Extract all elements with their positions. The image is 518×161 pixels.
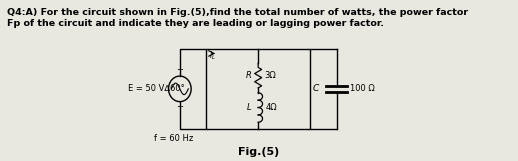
Text: −: − [176, 103, 183, 112]
Text: +: + [177, 65, 183, 74]
Text: L: L [247, 103, 251, 112]
Text: f = 60 Hz: f = 60 Hz [154, 134, 193, 143]
Bar [206, 49, 310, 129]
Text: 100 Ω: 100 Ω [350, 84, 375, 93]
Text: 3Ω: 3Ω [264, 71, 276, 80]
Text: Fp of the circuit and indicate they are leading or lagging power factor.: Fp of the circuit and indicate they are … [7, 19, 384, 28]
Text: R: R [246, 71, 252, 80]
Text: E = 50 V∆60°: E = 50 V∆60° [127, 84, 184, 93]
Text: $I_L$: $I_L$ [209, 50, 217, 62]
Text: Fig.(5): Fig.(5) [238, 147, 279, 157]
Text: 4Ω: 4Ω [265, 103, 277, 112]
Text: C: C [313, 84, 319, 93]
Text: Q4:A) For the circuit shown in Fig.(5),find the total number of watts, the power: Q4:A) For the circuit shown in Fig.(5),f… [7, 8, 468, 17]
